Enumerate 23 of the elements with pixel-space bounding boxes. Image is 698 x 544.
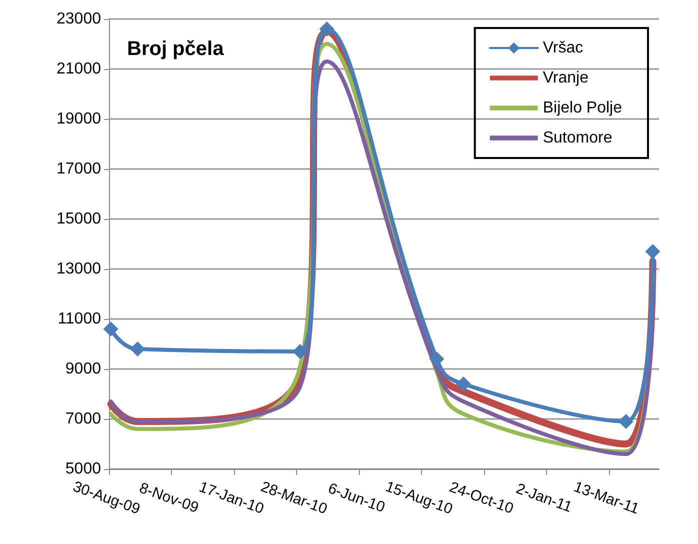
y-tick-label: 7000 (65, 410, 102, 428)
y-tick-label: 17000 (56, 160, 102, 178)
legend-label: Bijelo Polje (542, 100, 622, 116)
point (103, 322, 118, 336)
y-tick-label: 13000 (56, 260, 102, 278)
y-tick-label: 9000 (65, 360, 102, 378)
point (456, 376, 471, 392)
legend-label: Vršac (542, 40, 584, 56)
y-tick-label: 15000 (56, 210, 102, 228)
legend-label: Vranje (542, 70, 589, 86)
y-tick-label: 19000 (56, 110, 102, 128)
point (319, 22, 334, 36)
point (429, 352, 444, 366)
point (130, 342, 146, 356)
y-tick-label: 5000 (65, 460, 102, 478)
y-tick-label: 11000 (58, 310, 102, 328)
point (292, 344, 308, 359)
y-tick-label: 23000 (56, 10, 102, 28)
y-tick-label: 21000 (56, 60, 102, 78)
text: Broj pčela (127, 38, 225, 60)
legend-label: Sutomore (542, 130, 612, 146)
point (618, 414, 634, 429)
point (645, 244, 660, 259)
